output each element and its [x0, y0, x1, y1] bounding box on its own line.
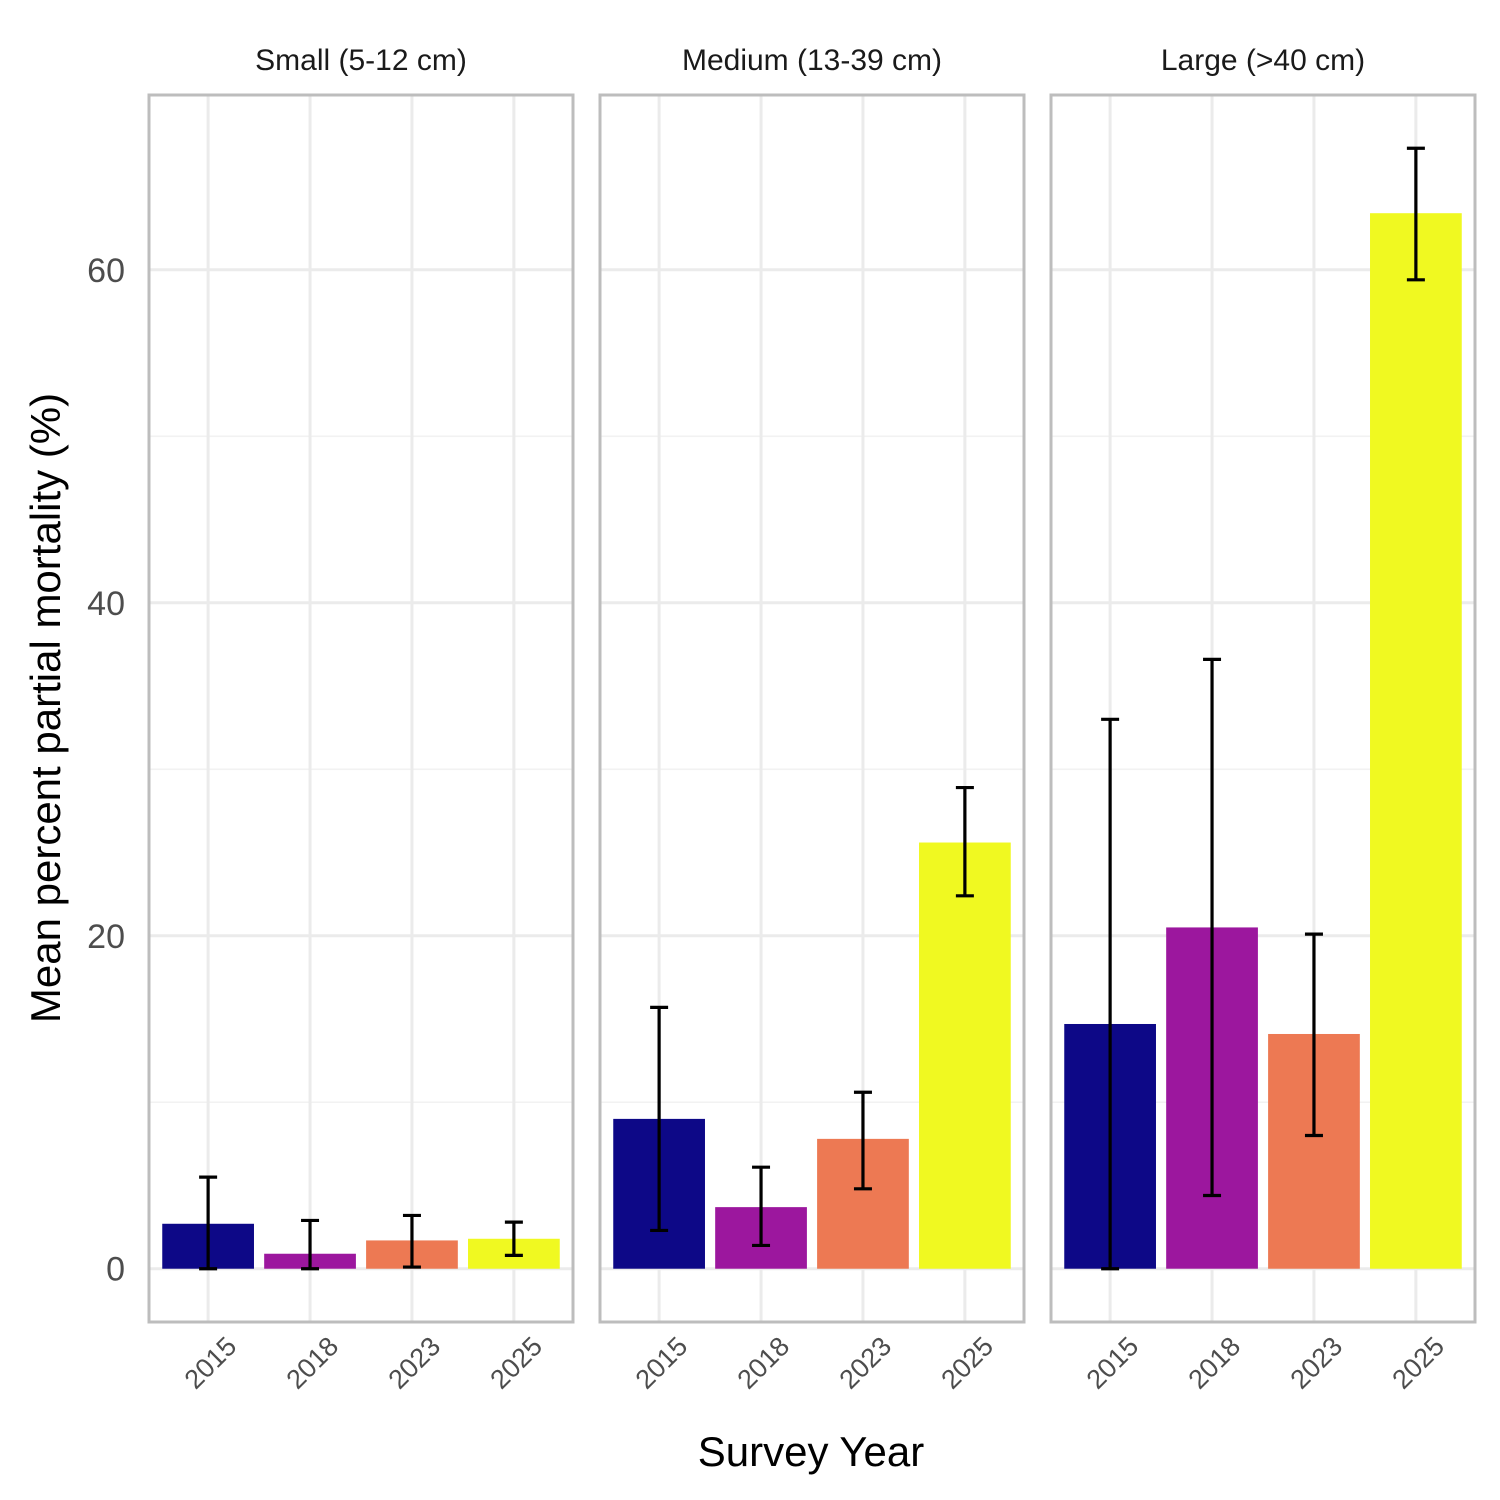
x-tick-label: 2025 [1386, 1331, 1450, 1395]
x-tick-label: 2025 [935, 1331, 999, 1395]
facet-panel: Medium (13-39 cm) 2015 2018 2023 2025 [598, 44, 1026, 1395]
y-tick-label: 20 [87, 918, 125, 956]
y-axis-title: Mean percent partial mortality (%) [22, 393, 69, 1023]
x-tick-label: 2025 [484, 1331, 548, 1395]
x-tick-label: 2023 [834, 1331, 898, 1395]
error-bar [199, 1175, 218, 1271]
error-bar [301, 1218, 320, 1271]
error-bar [955, 785, 974, 898]
facet-panel: Large (>40 cm) 2015 2018 2023 2025 [1049, 44, 1477, 1395]
x-tick-label: 2018 [732, 1331, 796, 1395]
x-tick-label: 2015 [630, 1331, 694, 1395]
facet-title: Large (>40 cm) [1161, 44, 1365, 77]
error-bar [402, 1213, 421, 1269]
y-tick-label: 0 [106, 1251, 125, 1289]
panel-border [147, 93, 575, 1324]
x-tick-label: 2015 [179, 1331, 243, 1395]
panel-border [598, 93, 1026, 1324]
facet-title: Small (5-12 cm) [255, 44, 467, 77]
error-bar [1101, 717, 1120, 1271]
bar-2025 [1370, 213, 1462, 1269]
error-bar [504, 1220, 523, 1258]
y-tick-label: 40 [87, 585, 125, 623]
x-tick-label: 2018 [1183, 1331, 1247, 1395]
panel-border [1049, 93, 1477, 1324]
x-tick-label: 2018 [281, 1331, 345, 1395]
bar-2025 [919, 842, 1011, 1269]
y-tick-label: 60 [87, 252, 125, 290]
x-axis-title: Survey Year [698, 1428, 925, 1475]
facet-title: Medium (13-39 cm) [682, 44, 942, 77]
error-bar [1406, 146, 1425, 282]
error-bar [752, 1165, 771, 1248]
x-tick-label: 2023 [1285, 1331, 1349, 1395]
y-axis: 0 20 40 60 [87, 252, 125, 1289]
error-bar [853, 1090, 872, 1191]
error-bar [1304, 932, 1323, 1138]
x-tick-label: 2015 [1081, 1331, 1145, 1395]
x-tick-label: 2023 [383, 1331, 447, 1395]
error-bar [1203, 657, 1222, 1198]
error-bar [650, 1005, 669, 1233]
facet-panel: Small (5-12 cm) 2015 2018 2023 2025 [147, 44, 575, 1395]
